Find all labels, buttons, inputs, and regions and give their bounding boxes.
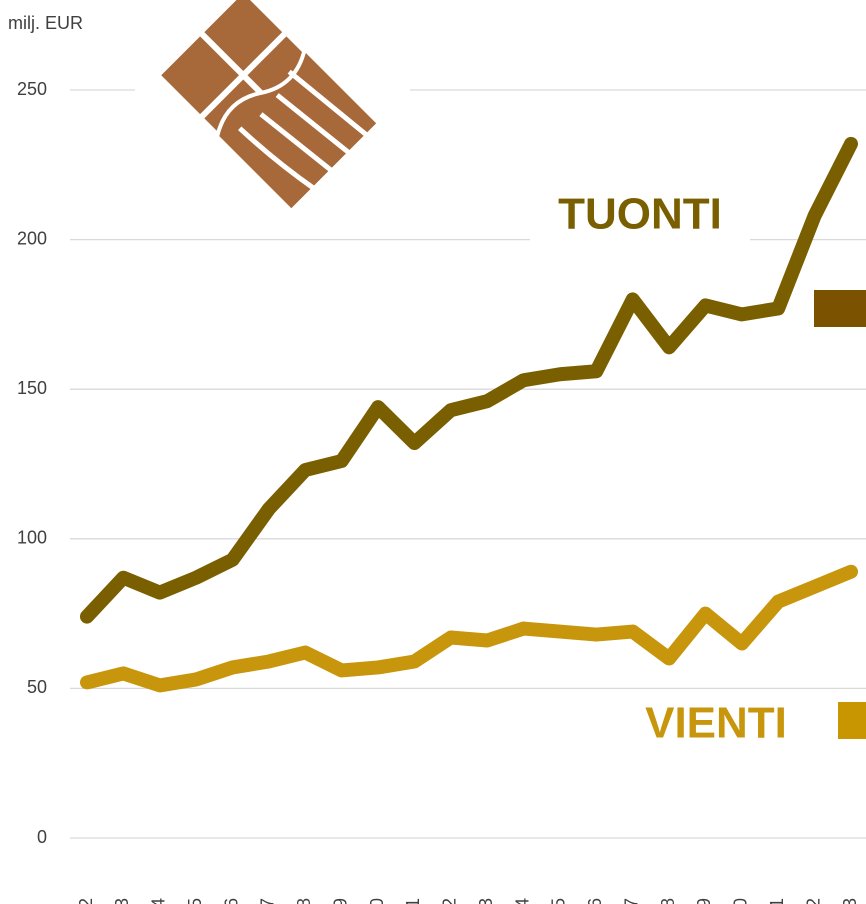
series-label: VIENTI	[645, 699, 787, 748]
x-tick-label: 2004	[149, 898, 169, 904]
x-tick-label: 2014	[512, 898, 532, 904]
plot	[80, 136, 858, 693]
x-tick-label: 2005	[185, 898, 205, 904]
y-tick-label: 150	[17, 378, 47, 398]
x-tick-label: 2021	[767, 898, 787, 904]
x-tick-label: 2010	[367, 898, 387, 904]
x-tick-label: 2006	[221, 898, 241, 904]
y-tick-label: 200	[17, 228, 47, 248]
x-tick-label: 2015	[549, 898, 569, 904]
x-tick-label: 2013	[476, 898, 496, 904]
x-tick-label: 2018	[658, 898, 678, 904]
legend-swatch	[814, 290, 866, 327]
x-tick-label: 2009	[330, 898, 350, 904]
series-line	[80, 136, 858, 624]
y-tick-label: 100	[17, 528, 47, 548]
series-label: TUONTI	[558, 190, 722, 239]
y-axis-label: milj. EUR	[8, 13, 83, 33]
x-tick-label: 2023	[840, 898, 860, 904]
y-tick-label: 0	[37, 827, 47, 847]
legend-swatch	[838, 702, 866, 739]
x-tick-label: 2012	[440, 898, 460, 904]
x-tick-label: 2022	[803, 898, 823, 904]
icon-wrapper	[214, 45, 382, 214]
y-tick-label: 50	[27, 677, 47, 697]
x-tick-label: 2020	[731, 898, 751, 904]
x-tick-label: 2011	[403, 898, 423, 904]
y-tick-label: 250	[17, 79, 47, 99]
x-tick-label: 2008	[294, 898, 314, 904]
x-tick-label: 2007	[258, 898, 278, 904]
x-tick-label: 2019	[694, 898, 714, 904]
x-tick-label: 2003	[112, 898, 132, 904]
icon-folds	[238, 69, 369, 191]
x-tick-label: 2016	[585, 898, 605, 904]
label-backdrop	[530, 185, 750, 245]
label-backdrop	[606, 694, 826, 754]
chocolate-icon	[155, 0, 382, 214]
series-line	[80, 564, 858, 693]
x-tick-label: 2017	[621, 898, 641, 904]
